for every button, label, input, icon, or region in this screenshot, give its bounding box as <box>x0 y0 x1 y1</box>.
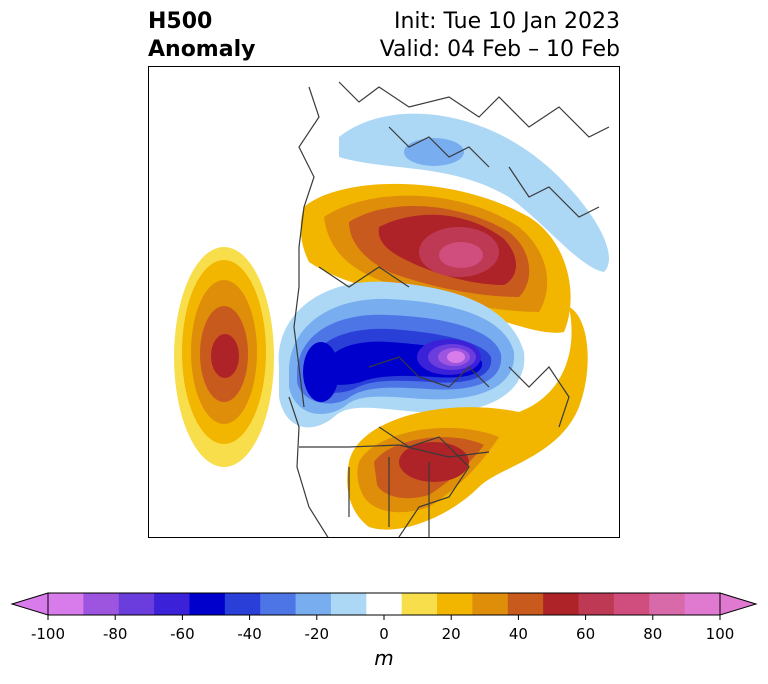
colorbar-segment <box>578 593 615 615</box>
colorbar-tick-label: -20 <box>304 625 330 643</box>
colorbar <box>10 592 758 620</box>
map-dates: Init: Tue 10 Jan 2023 Valid: 04 Feb – 10… <box>380 8 620 64</box>
colorbar-tick-label: 0 <box>379 625 389 643</box>
coastlines <box>288 81 610 537</box>
colorbar-tick-label: 60 <box>576 625 596 643</box>
colorbar-segment <box>684 593 721 615</box>
colorbar-segment <box>154 593 190 615</box>
colorbar-segment <box>189 593 226 615</box>
canada-ridge <box>300 183 571 333</box>
map-title: H500 Anomaly <box>148 8 255 64</box>
colorbar-segment <box>507 593 544 615</box>
colorbar-unit: m <box>374 646 394 670</box>
colorbar-tick-label: -60 <box>170 625 195 643</box>
colorbar-segment <box>260 593 297 615</box>
init-date: Init: Tue 10 Jan 2023 <box>393 9 620 34</box>
colorbar-tick-label: 80 <box>643 625 663 643</box>
anomaly-map <box>148 66 620 538</box>
colorbar-segment <box>543 593 580 615</box>
colorbar-tick-label: -100 <box>30 625 66 643</box>
colorbar-segment <box>613 593 650 615</box>
colorbar-segment <box>401 593 438 615</box>
eastern-ridge <box>347 307 588 530</box>
colorbar-extend-max <box>719 592 758 616</box>
central-trough <box>278 281 525 428</box>
colorbar-segment <box>295 593 332 615</box>
colorbar-segment <box>366 593 403 615</box>
colorbar-tick-label: 40 <box>508 625 528 643</box>
colorbar-extend-min <box>10 592 49 616</box>
colorbar-segment <box>118 593 155 615</box>
title-type: Anomaly <box>148 37 256 62</box>
pacific-ridge <box>174 247 274 467</box>
valid-range: Valid: 04 Feb – 10 Feb <box>379 37 620 62</box>
colorbar-tick-label: 20 <box>441 625 461 643</box>
colorbar-tick-label: -40 <box>237 625 262 643</box>
arctic-trough <box>339 113 609 272</box>
title-variable: H500 <box>148 9 213 34</box>
colorbar-segment <box>437 593 473 615</box>
colorbar-segment <box>224 593 261 615</box>
colorbar-tick-label: -80 <box>102 625 128 643</box>
map-svg <box>174 81 610 537</box>
colorbar-segment <box>48 593 84 615</box>
colorbar-tick-label: 100 <box>705 625 735 643</box>
colorbar-segment <box>649 593 686 615</box>
colorbar-segment <box>330 593 367 615</box>
colorbar-segment <box>472 593 509 615</box>
colorbar-segment <box>83 593 120 615</box>
